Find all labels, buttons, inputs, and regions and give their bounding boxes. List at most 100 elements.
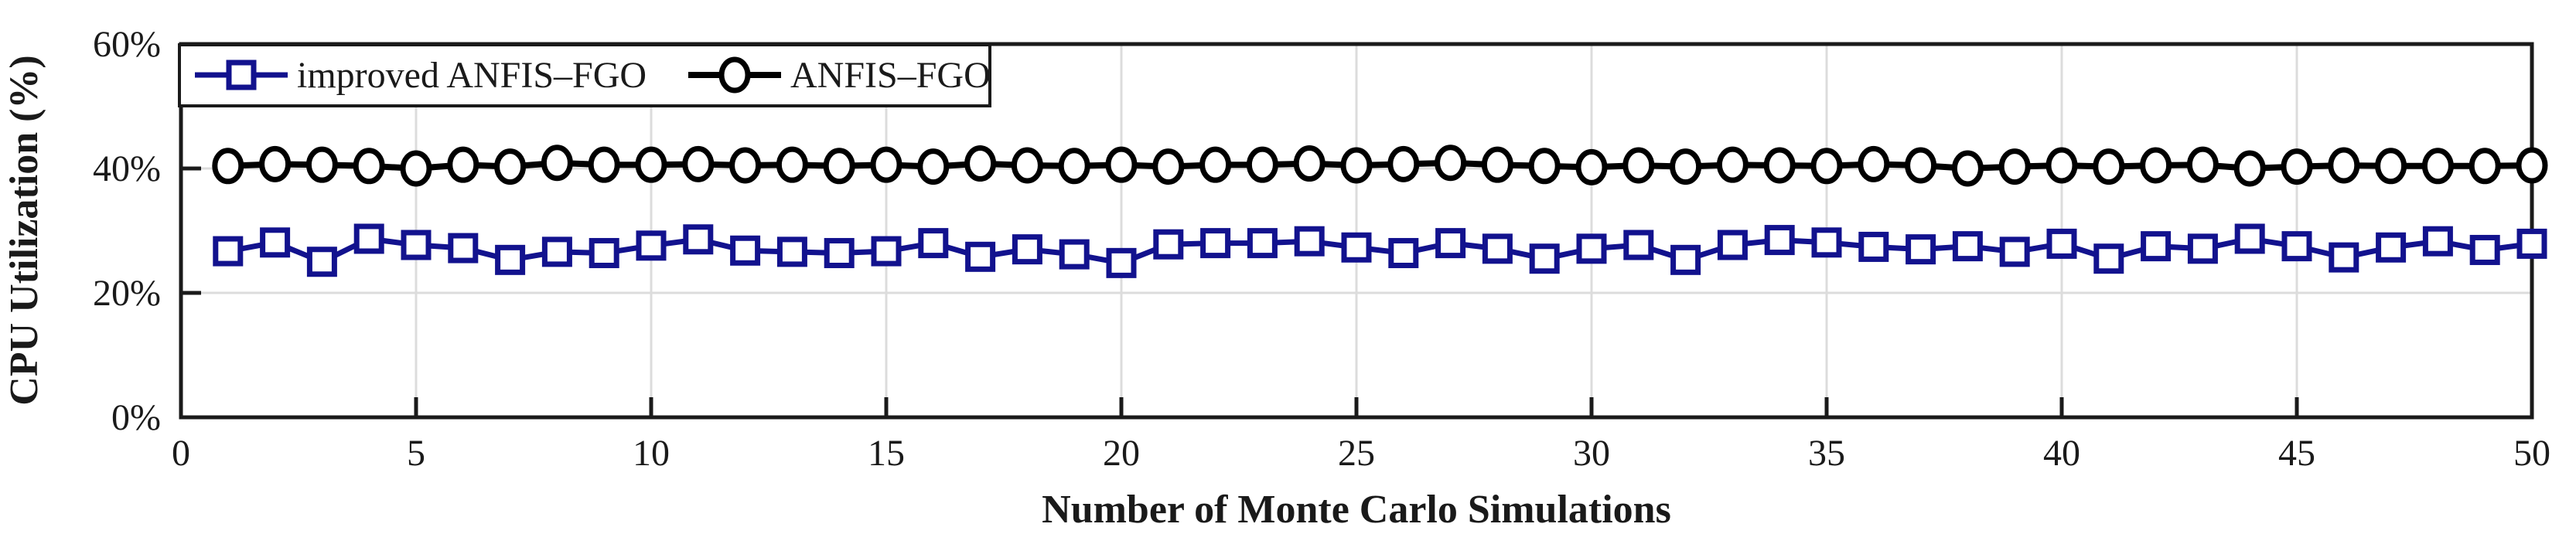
x-tick-label: 30 (1573, 433, 1610, 474)
square-marker (2187, 233, 2218, 264)
y-tick-label: 20% (93, 273, 161, 314)
circle-marker (1905, 147, 1937, 184)
square-marker (1341, 232, 1372, 263)
square-marker (2329, 242, 2359, 273)
circle-marker (2140, 147, 2172, 184)
circle-marker (494, 148, 527, 185)
square-marker (918, 228, 949, 259)
x-tick-label: 5 (407, 433, 425, 474)
y-axis-title: CPU Utilization (%) (2, 55, 46, 405)
circle-marker (1858, 145, 1890, 182)
x-tick-label: 20 (1103, 433, 1140, 474)
legend-circle-marker-icon (718, 56, 751, 94)
square-marker (2141, 231, 2172, 262)
square-marker (1764, 225, 1795, 256)
circle-marker (1622, 147, 1655, 184)
legend-square-marker-icon (226, 60, 257, 90)
circle-marker (1058, 148, 1090, 185)
square-marker (1999, 236, 2030, 267)
square-marker (1200, 228, 1231, 259)
square-marker (2469, 234, 2500, 265)
square-marker (776, 236, 807, 267)
circle-marker (2093, 148, 2125, 185)
circle-marker (964, 145, 997, 182)
square-marker (213, 236, 244, 267)
square-marker (1670, 244, 1701, 275)
circle-marker (1670, 148, 1702, 185)
circle-marker (2328, 147, 2360, 184)
circle-marker (2375, 148, 2407, 185)
circle-marker (1998, 148, 2031, 185)
circle-marker (1387, 145, 1420, 182)
circle-marker (1340, 147, 1373, 184)
circle-marker (1575, 148, 1608, 185)
legend: improved ANFIS–FGO ANFIS–FGO (178, 43, 991, 107)
circle-marker (2469, 148, 2501, 185)
square-marker (448, 233, 479, 264)
tick-layer (179, 42, 2534, 420)
square-marker (1482, 233, 1513, 264)
tick-label-layer: 0 5 10 15 20 25 30 35 40 45 50 0% 20% 40% 60% (93, 24, 2550, 474)
square-marker (1106, 247, 1137, 278)
circle-marker (2516, 147, 2548, 184)
square-marker (2376, 232, 2407, 263)
square-marker (1576, 233, 1607, 264)
square-marker (306, 247, 337, 277)
series-anfis-fgo (212, 145, 2548, 187)
square-marker (2516, 228, 2547, 259)
circle-marker (259, 145, 292, 182)
circle-marker (917, 148, 950, 185)
x-tick-label: 35 (1808, 433, 1845, 474)
square-marker (1717, 230, 1748, 260)
circle-marker (1246, 146, 1278, 183)
circle-marker (212, 148, 244, 185)
circle-marker (1528, 148, 1561, 185)
square-marker (2234, 223, 2265, 254)
circle-marker (1435, 145, 1467, 182)
square-marker (1858, 231, 1889, 262)
circle-marker (2233, 150, 2266, 187)
square-marker (353, 223, 384, 254)
square-marker (965, 241, 996, 272)
circle-marker (2281, 148, 2313, 185)
circle-marker (635, 146, 667, 183)
x-tick-label: 50 (2513, 433, 2550, 474)
square-marker (541, 236, 572, 267)
y-tick-label: 60% (93, 24, 161, 65)
y-tick-label: 40% (93, 148, 161, 189)
circle-marker (729, 147, 762, 184)
square-marker (2093, 243, 2124, 274)
circle-marker (447, 146, 479, 183)
x-tick-label: 25 (1338, 433, 1375, 474)
circle-marker (400, 150, 432, 187)
circle-marker (1011, 147, 1043, 184)
circle-marker (1105, 146, 1138, 183)
square-marker (260, 227, 291, 258)
square-marker (1153, 229, 1184, 260)
x-tick-label: 15 (868, 433, 905, 474)
square-marker (1811, 227, 1842, 258)
square-marker (495, 244, 526, 275)
circle-marker (1152, 148, 1185, 185)
x-tick-label: 45 (2278, 433, 2315, 474)
circle-marker (682, 145, 715, 182)
circle-marker (1293, 145, 1326, 182)
circle-marker (1763, 147, 1796, 184)
circle-marker (1810, 148, 1843, 185)
square-marker (683, 224, 714, 255)
legend-label-anfis-fgo: ANFIS–FGO (790, 55, 991, 96)
x-tick-label: 10 (633, 433, 670, 474)
square-marker (1294, 226, 1325, 257)
square-marker (1623, 230, 1654, 260)
square-marker (1059, 239, 1090, 270)
circle-marker (1716, 146, 1749, 183)
legend-box (178, 43, 991, 107)
circle-marker (1951, 150, 1984, 187)
y-tick-label: 0% (111, 397, 161, 438)
square-marker (589, 237, 619, 268)
circle-marker (588, 146, 620, 183)
square-marker (2046, 228, 2077, 259)
square-marker (636, 230, 667, 261)
square-marker (1388, 237, 1419, 268)
